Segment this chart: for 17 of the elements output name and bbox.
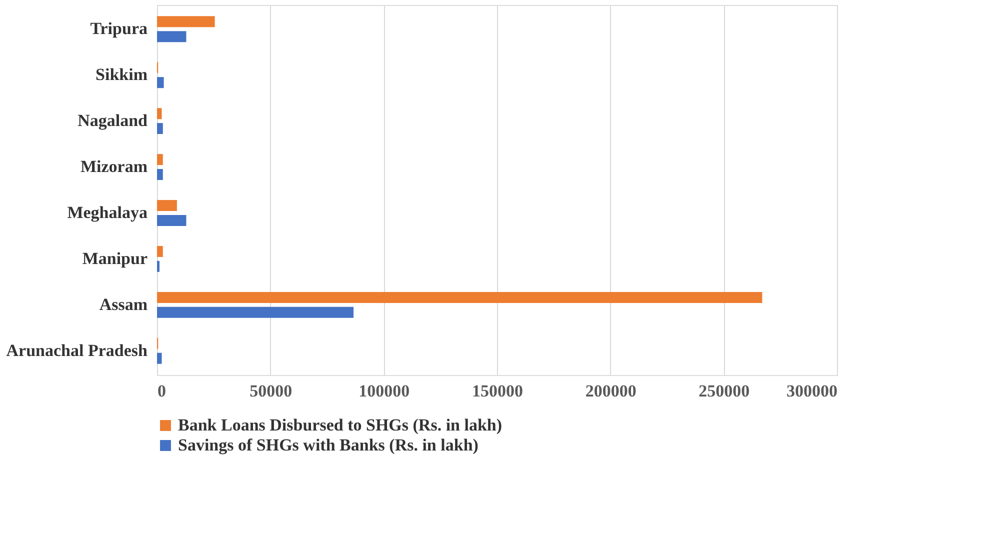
x-tick-label: 200000 <box>585 382 636 400</box>
y-tick-label: Sikkim <box>96 65 148 84</box>
y-tick-label: Arunachal Pradesh <box>6 340 148 360</box>
x-tick-label: 100000 <box>358 382 410 400</box>
y-tick-label: Manipur <box>82 248 148 268</box>
y-tick-label: Mizoram <box>80 157 148 176</box>
x-tick-label: 50000 <box>250 382 292 400</box>
x-tick-label: 0 <box>158 382 166 400</box>
x-tick-label: 250000 <box>698 382 750 400</box>
y-tick-label: Assam <box>99 294 148 314</box>
legend-label: Savings of SHGs with Banks (Rs. in lakh) <box>178 436 478 454</box>
legend-label: Bank Loans Disbursed to SHGs (Rs. in lakh) <box>178 416 502 434</box>
y-tick-label: Tripura <box>90 19 148 38</box>
x-tick-label: 150000 <box>472 382 523 400</box>
y-tick-label: Nagaland <box>78 111 148 130</box>
y-tick-label: Meghalaya <box>67 202 148 222</box>
x-tick-label: 300000 <box>786 382 838 400</box>
